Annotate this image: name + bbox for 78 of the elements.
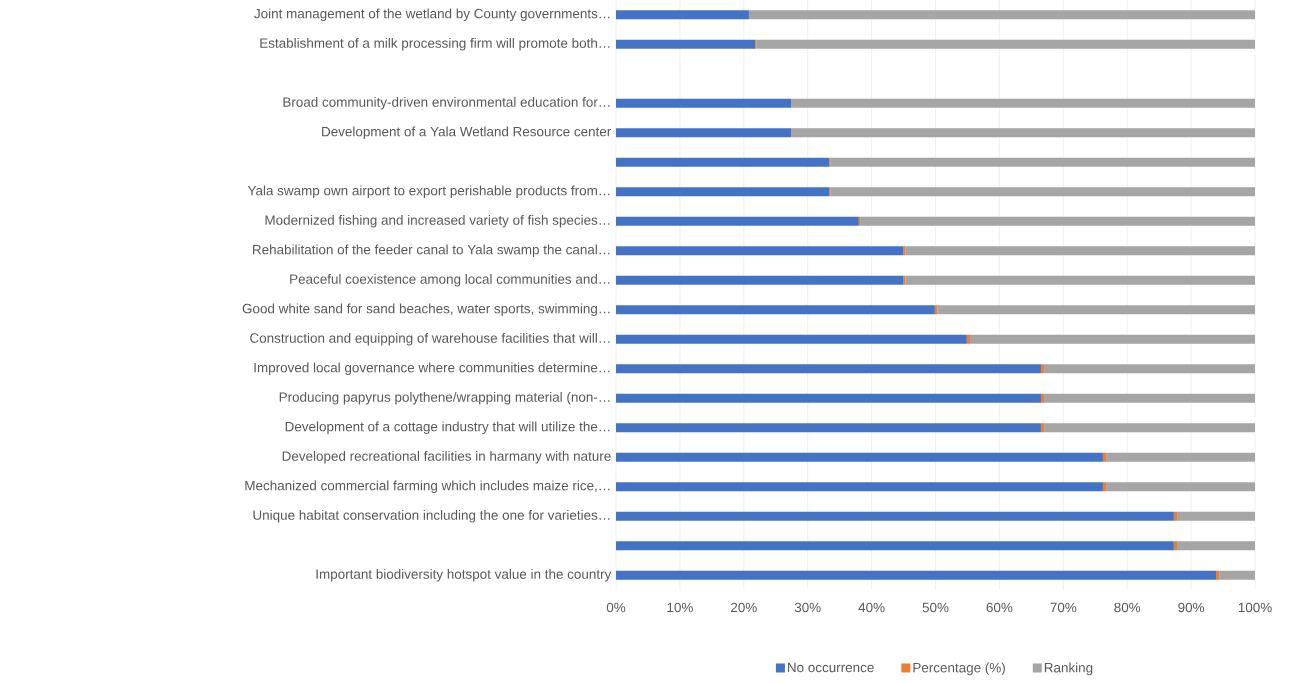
y-tick-label: Broad community-driven environmental education for… (283, 96, 610, 110)
bar (616, 275, 904, 285)
x-tick-label: 60% (986, 602, 1013, 613)
bar (970, 334, 1256, 344)
bar (937, 305, 1256, 315)
bar (1173, 511, 1178, 521)
x-tick-label: 70% (1050, 602, 1077, 613)
bar (791, 128, 1256, 138)
bar (1040, 423, 1045, 433)
bar (966, 334, 971, 344)
bar (1102, 452, 1107, 462)
bar (756, 39, 1256, 49)
x-tick-label: 0% (606, 602, 626, 613)
y-tick-label: Good white sand for sand beaches, water sports, swimming… (242, 303, 610, 317)
bar (830, 187, 1256, 197)
bar (1106, 482, 1256, 492)
bar (905, 275, 1256, 285)
x-tick-label: 30% (794, 602, 821, 613)
bar (830, 157, 1256, 167)
bar (616, 98, 792, 108)
bar (616, 305, 935, 315)
bar (616, 128, 792, 138)
y-tick-label: Peaceful coexistence among local communities and… (290, 273, 610, 287)
bar (1216, 570, 1220, 580)
y-tick-label: Development of a cottage industry that will utilize the… (285, 421, 610, 435)
bar (905, 246, 1256, 256)
bar (1040, 364, 1045, 374)
bar (1102, 482, 1107, 492)
y-tick-label: Modernized fishing and increased variety of fish species… (265, 214, 610, 228)
y-tick-label: Rehabilitation of the feeder canal to Yala swamp the canal… (253, 244, 610, 258)
bar (791, 98, 1256, 108)
bar (616, 187, 830, 197)
bar (616, 482, 1103, 492)
bar (1177, 541, 1256, 551)
y-tick-label: Developed recreational facilities in harmany with nature (282, 450, 611, 464)
x-tick-label: 80% (1114, 602, 1141, 613)
bar (616, 216, 859, 226)
y-tick-label: Improved local governance where communities determine… (254, 362, 610, 376)
x-tick-label: 40% (858, 602, 885, 613)
x-tick-label: 90% (1178, 602, 1205, 613)
bar (1219, 570, 1256, 580)
legend-label: No occurrence (788, 662, 874, 673)
bar (1173, 541, 1178, 551)
bar (1106, 452, 1256, 462)
y-tick-label: Mechanized commercial farming which includes maize rice,… (245, 480, 610, 494)
y-tick-label: Establishment of a milk processing firm will promote both… (260, 37, 610, 51)
bar (616, 511, 1174, 521)
y-tick-label: Joint management of the wetland by County governments… (254, 8, 610, 22)
y-tick-label: Development of a Yala Wetland Resource center (322, 126, 612, 140)
bar (1044, 423, 1256, 433)
x-tick-label: 20% (731, 602, 757, 613)
bar (1044, 364, 1256, 374)
x-tick-label: 50% (922, 602, 949, 613)
x-tick-label: 10% (667, 602, 693, 613)
bar (1040, 393, 1045, 403)
bar (616, 452, 1103, 462)
x-tick-label: 100% (1238, 602, 1272, 613)
bar (616, 39, 756, 49)
bar (616, 570, 1217, 580)
bar (616, 423, 1041, 433)
bar (1044, 393, 1256, 403)
y-tick-label: Unique habitat conservation including the one for varieties… (253, 509, 610, 523)
bar (616, 157, 830, 167)
legend-label: Ranking (1044, 662, 1093, 676)
y-tick-label: Yala swamp own airport to export perishable products from… (247, 185, 610, 199)
bar (616, 246, 904, 256)
bar (748, 10, 1256, 20)
bar (616, 393, 1041, 403)
bar (616, 10, 749, 20)
legend-label: Percentage (%) (913, 662, 1005, 676)
bar (616, 541, 1174, 551)
y-tick-label: Construction and equipping of warehouse facilities that will… (250, 332, 610, 346)
bar (616, 364, 1041, 374)
bar (860, 216, 1256, 226)
y-tick-label: Producing papyrus polythene/wrapping material (non-… (279, 391, 610, 405)
bar (616, 334, 967, 344)
bar (1177, 511, 1256, 521)
y-tick-label: Important biodiversity hotspot value in the country (316, 568, 612, 582)
